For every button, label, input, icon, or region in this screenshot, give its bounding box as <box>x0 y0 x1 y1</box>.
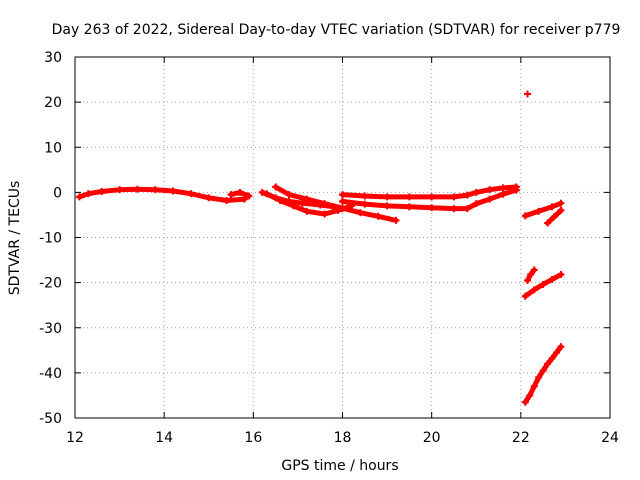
axis-ticks: 12 14 16 18 20 22 24 30 20 10 0 -10 -20 -30 -40 -50 <box>39 50 619 446</box>
data-point-track-6 <box>486 186 494 194</box>
x-tick-label: 14 <box>155 430 173 446</box>
data-point-track-7 <box>512 186 520 194</box>
data-point-track-1 <box>151 186 159 194</box>
data-point-track-1 <box>116 186 124 194</box>
y-axis-label: SDTVAR / TECUs <box>7 181 23 296</box>
data-point-track-5 <box>303 207 311 215</box>
data-point-track-9 <box>557 206 565 214</box>
y-tick-label: 20 <box>44 95 62 111</box>
data-point-track-4 <box>356 209 364 217</box>
data-point-outlier <box>524 90 532 98</box>
data-point-track-12 <box>557 343 565 351</box>
data-point-track-1 <box>169 187 177 195</box>
data-point-track-7 <box>486 195 494 203</box>
data-point-track-12 <box>539 367 547 375</box>
y-tick-label: -40 <box>39 366 62 382</box>
data-point-track-8 <box>535 207 543 215</box>
data-point-track-7 <box>463 205 471 213</box>
data-point-track-4 <box>321 200 329 208</box>
data-point-track-6 <box>463 191 471 199</box>
data-point-track-7 <box>499 190 507 198</box>
data-point-track-11 <box>539 280 547 288</box>
data-point-track-6 <box>361 192 369 200</box>
data-point-track-2 <box>245 192 253 200</box>
data-point-track-4 <box>392 216 400 224</box>
data-point-track-4 <box>285 191 293 199</box>
x-tick-label: 24 <box>601 430 619 446</box>
chart-title: Day 263 of 2022, Sidereal Day-to-day VTE… <box>52 22 621 38</box>
data-point-track-6 <box>339 191 346 199</box>
data-point-track-7 <box>339 197 346 205</box>
data-point-track-12 <box>535 373 543 381</box>
data-trace-track-8 <box>522 200 564 219</box>
data-point-track-8 <box>548 203 556 211</box>
data-point-track-5 <box>289 202 297 210</box>
data-point-track-9 <box>544 219 552 227</box>
data-point-track-6 <box>428 193 436 201</box>
y-tick-label: -50 <box>39 411 62 427</box>
data-point-track-6 <box>450 193 458 201</box>
data-point-track-5 <box>334 206 342 214</box>
data-point-track-3 <box>298 199 306 207</box>
data-point-track-6 <box>383 193 391 201</box>
data-point-track-6 <box>472 188 480 196</box>
data-point-track-4 <box>303 195 311 203</box>
data-point-track-1 <box>98 187 106 195</box>
data-point-track-12 <box>530 382 538 390</box>
data-point-track-5 <box>263 190 271 198</box>
grid-lines <box>75 57 610 418</box>
y-tick-label: -20 <box>39 276 62 292</box>
data-point-track-12 <box>548 354 556 362</box>
data-point-track-1 <box>75 193 83 201</box>
data-point-track-8 <box>557 199 565 207</box>
data-point-track-4 <box>272 183 280 191</box>
data-point-track-1 <box>84 190 92 198</box>
data-point-track-11 <box>548 275 556 283</box>
data-point-track-1 <box>205 194 213 202</box>
y-tick-label: -30 <box>39 321 62 337</box>
data-point-track-7 <box>383 202 391 210</box>
data-point-track-12 <box>521 398 529 406</box>
data-point-track-1 <box>187 190 195 198</box>
data-point-track-7 <box>450 205 458 213</box>
data-point-track-1 <box>223 196 231 204</box>
data-point-track-6 <box>405 193 413 201</box>
data-point-track-10 <box>524 276 532 284</box>
data-point-track-4 <box>374 212 382 220</box>
x-tick-label: 16 <box>244 430 262 446</box>
data-point-track-12 <box>553 349 560 357</box>
y-tick-label: 10 <box>44 140 62 156</box>
data-point-track-12 <box>544 360 552 368</box>
data-point-track-1 <box>133 185 141 193</box>
data-point-track-12 <box>526 391 534 399</box>
data-point-track-5 <box>321 210 329 218</box>
data-point-track-10 <box>530 266 538 274</box>
data-point-track-7 <box>472 200 480 208</box>
data-point-track-6 <box>499 184 507 192</box>
x-tick-label: 12 <box>66 430 84 446</box>
data-point-track-7 <box>428 204 436 212</box>
x-axis-label: GPS time / hours <box>281 458 398 474</box>
data-point-track-10 <box>527 271 535 279</box>
data-point-track-11 <box>530 286 538 294</box>
data-point-track-11 <box>557 271 565 279</box>
x-tick-label: 18 <box>334 430 352 446</box>
data-point-track-9 <box>550 213 558 221</box>
y-tick-label: 30 <box>44 50 62 66</box>
x-tick-label: 22 <box>512 430 530 446</box>
y-tick-label: 0 <box>53 185 62 201</box>
x-tick-label: 20 <box>423 430 441 446</box>
data-layer <box>75 90 565 406</box>
data-point-track-2 <box>227 191 235 199</box>
data-point-track-5 <box>276 196 284 204</box>
data-point-track-2 <box>236 188 244 196</box>
y-tick-label: -10 <box>39 231 62 247</box>
data-point-track-8 <box>521 212 529 220</box>
data-point-track-7 <box>405 203 413 211</box>
data-point-track-7 <box>361 200 369 208</box>
data-point-track-11 <box>521 292 529 300</box>
